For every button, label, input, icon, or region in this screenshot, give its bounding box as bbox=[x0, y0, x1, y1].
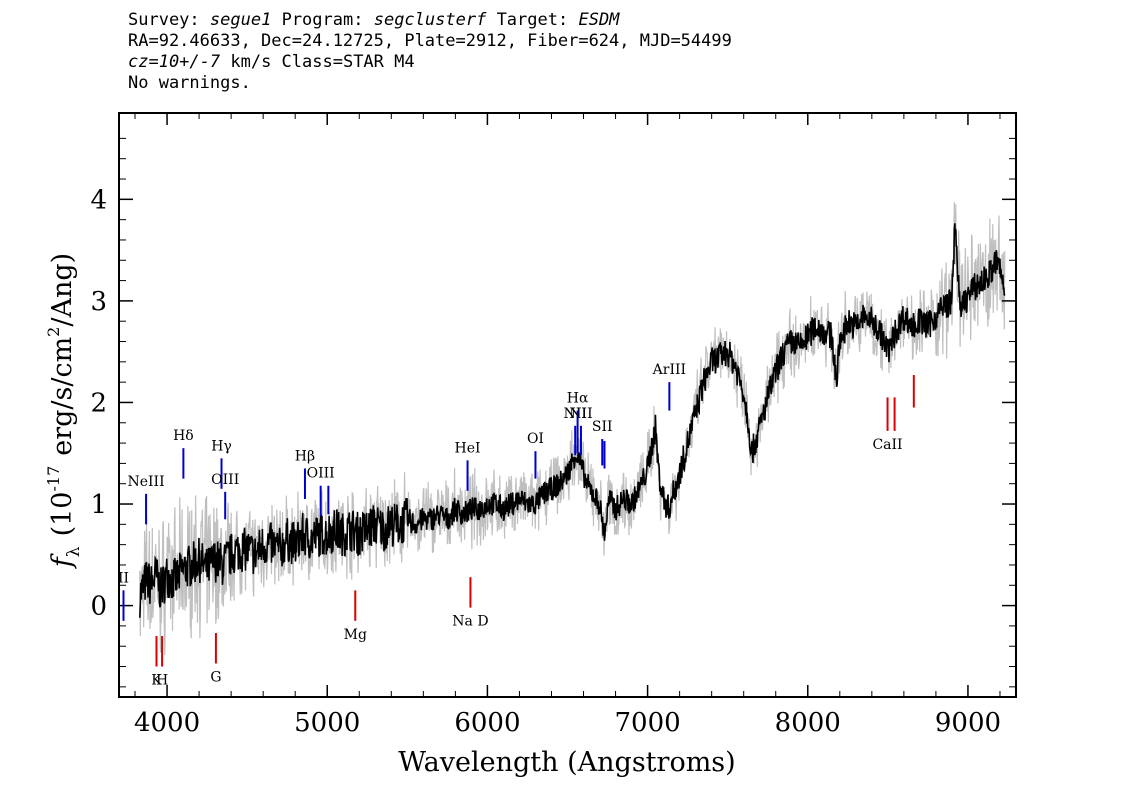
x-axis-title: Wavelength (Angstroms) bbox=[398, 747, 735, 778]
y-axis-title-main: (10 bbox=[47, 492, 78, 537]
y-axis-title-tail: /Ang) bbox=[47, 253, 78, 327]
absorption-line-label: K bbox=[151, 673, 162, 689]
emission-line-label: SII bbox=[592, 419, 613, 435]
y-axis-title-exponent: -17 bbox=[44, 466, 63, 492]
y-axis-title-unit-exponent: 2 bbox=[44, 327, 63, 337]
class-value: km/s Class=STAR M4 bbox=[230, 52, 415, 72]
error-band-layer bbox=[139, 202, 1006, 656]
y-axis-title: fλ (10-17 erg/s/cm2/Ang) bbox=[44, 253, 84, 569]
absorption-line-label: CaII bbox=[872, 437, 902, 453]
emission-line-label: ArIII bbox=[652, 362, 686, 378]
absorption-line-label: G bbox=[210, 669, 221, 685]
y-axis-title-unit: erg/s/cm bbox=[47, 337, 78, 456]
absorption-line-label: Mg bbox=[344, 627, 367, 643]
x-tick-label: 6000 bbox=[454, 708, 520, 738]
absorption-line-label: Na D bbox=[452, 614, 488, 630]
y-tick-label: 4 bbox=[90, 185, 107, 215]
emission-line-label: NII bbox=[564, 406, 587, 422]
program-value: segclusterf bbox=[373, 10, 487, 30]
emission-line-label: Hβ bbox=[295, 448, 315, 464]
error-series-line bbox=[139, 202, 1006, 656]
x-tick-label: 7000 bbox=[615, 708, 681, 738]
absorption-line-label: H bbox=[156, 673, 168, 689]
cz-value: cz=10+/-7 bbox=[128, 52, 221, 72]
emission-line-label: OIII bbox=[211, 472, 239, 488]
x-tick-label: 4000 bbox=[134, 708, 200, 738]
emission-line-label: OIII bbox=[307, 466, 335, 482]
y-tick-label: 3 bbox=[90, 287, 107, 317]
svg-text:fλ(10-17erg/s/cm2/Ang): fλ (10-17 erg/s/cm2/Ang) bbox=[44, 253, 84, 569]
x-tick-label: 8000 bbox=[775, 708, 841, 738]
target-value: ESDM bbox=[578, 10, 620, 30]
survey-label: Survey: bbox=[128, 10, 200, 30]
spectrum-header: Survey: segue1 Program: segclusterf Targ… bbox=[128, 10, 732, 94]
header-line-coordinates: RA=92.46633, Dec=24.12725, Plate=2912, F… bbox=[128, 31, 732, 51]
y-axis-title-symbol: f bbox=[47, 553, 78, 569]
y-tick-label: 1 bbox=[90, 490, 107, 520]
emission-line-label: NII bbox=[569, 406, 592, 422]
emission-line-label: Hγ bbox=[211, 438, 232, 454]
axis-ticks: 4000 5000 6000 7000 8000 9000 0 1 2 3 4 bbox=[90, 113, 1016, 738]
target-label: Target: bbox=[496, 10, 569, 30]
spectral-line-markers: IINeIIIHδHγOIIIHβOIIIHeIOINIIHαNIISIIArI… bbox=[118, 362, 915, 689]
emission-line-label: HeI bbox=[455, 440, 481, 456]
y-axis-title-subscript: λ bbox=[64, 546, 84, 557]
emission-line-label: OI bbox=[527, 431, 544, 447]
flux-series-line bbox=[139, 223, 1006, 618]
y-tick-label: 0 bbox=[90, 592, 107, 622]
header-line-warnings: No warnings. bbox=[128, 73, 251, 93]
header-line-survey: Survey: segue1 Program: segclusterf Targ… bbox=[128, 10, 732, 31]
x-tick-label: 9000 bbox=[935, 708, 1001, 738]
program-label: Program: bbox=[281, 10, 364, 30]
plot-frame bbox=[118, 112, 1017, 698]
emission-line-label: NeIII bbox=[127, 474, 164, 490]
y-tick-label: 2 bbox=[90, 388, 107, 418]
survey-value: segue1 bbox=[209, 10, 272, 30]
header-line-redshift: cz=10+/-7 km/s Class=STAR M4 bbox=[128, 52, 732, 73]
flux-line-layer bbox=[139, 223, 1006, 618]
x-tick-label: 5000 bbox=[294, 708, 360, 738]
emission-line-label: II bbox=[118, 570, 129, 586]
emission-line-label: Hδ bbox=[173, 428, 194, 444]
emission-line-label: Hα bbox=[567, 391, 589, 407]
